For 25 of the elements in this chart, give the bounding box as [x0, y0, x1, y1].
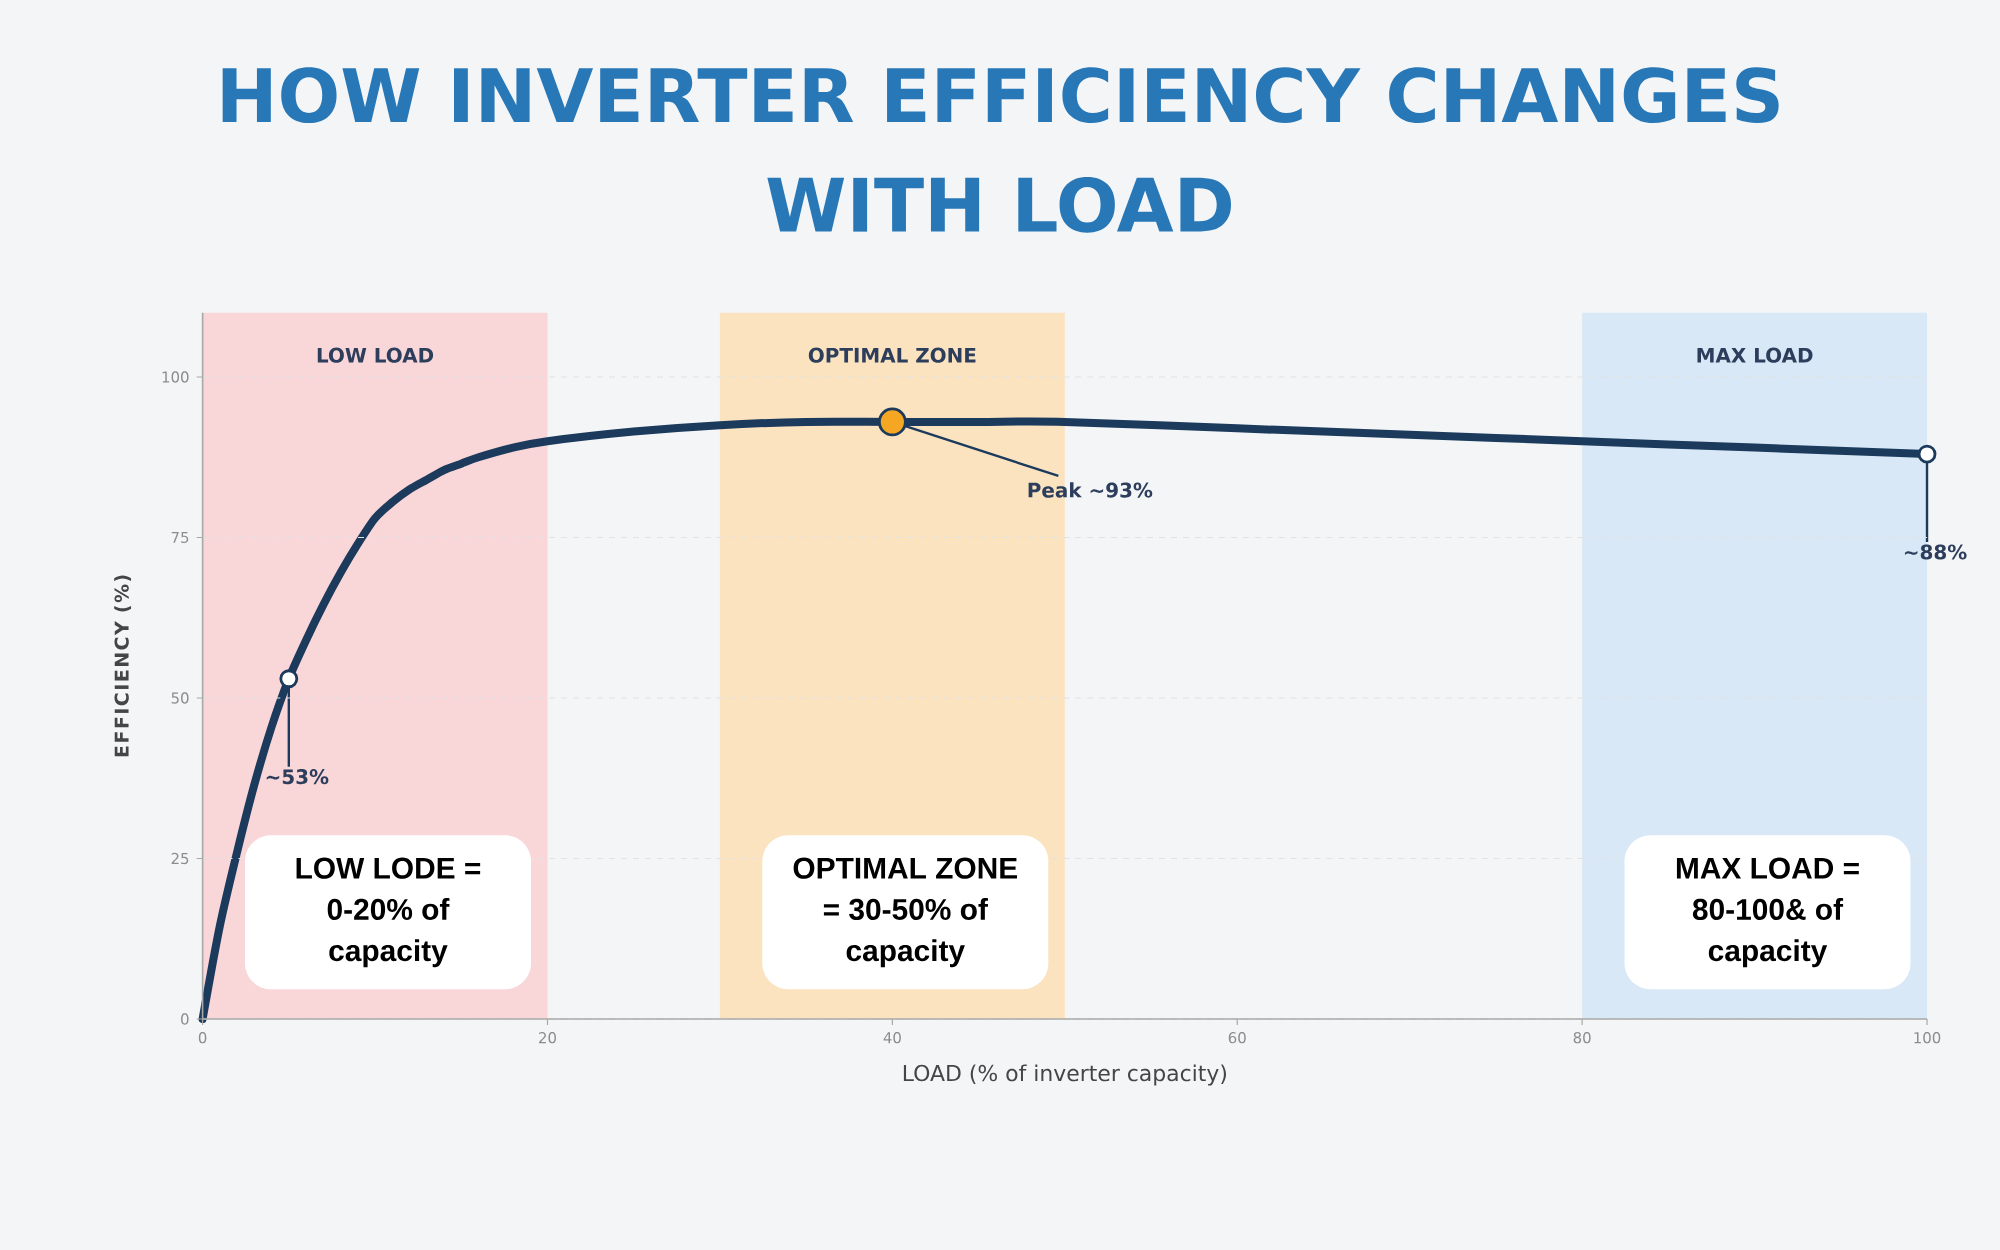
point — [279, 669, 299, 689]
point — [1917, 444, 1937, 464]
annotation: OPTIMAL ZONE = 30-50% of capacity — [793, 857, 1018, 968]
y-tick-label: 0 — [181, 1013, 189, 1025]
annotation: ~88% — [1904, 544, 1967, 560]
annotation: Peak ~93% — [1028, 482, 1153, 498]
annotation: ~53% — [266, 769, 329, 785]
annotation: MAX LOAD = 80-100& of capacity — [1676, 857, 1859, 968]
annotation: LOW LODE = 0-20% of capacity — [296, 857, 481, 968]
x-tick-label: 20 — [539, 1032, 556, 1044]
y-axis-title: EFFICIENCY (%) — [114, 575, 132, 757]
x-tick-label: 0 — [198, 1032, 207, 1044]
x-axis-title: LOAD (% of inverter capacity) — [903, 1064, 1226, 1086]
y-tick-label: 25 — [171, 852, 189, 865]
band-label: LOW LOAD — [317, 347, 434, 363]
x-tick-label: 40 — [883, 1032, 901, 1044]
y-tick-label: 75 — [171, 531, 189, 544]
band-label: MAX LOAD — [1697, 347, 1813, 363]
y-tick-label: 50 — [171, 692, 189, 704]
x-tick-label: 60 — [1228, 1032, 1246, 1044]
band-label: OPTIMAL ZONE — [808, 347, 976, 363]
y-tick-label: 100 — [162, 371, 189, 383]
x-tick-label: 80 — [1573, 1032, 1591, 1044]
chart-title: HOW INVERTER EFFICIENCY CHANGES WITH LOAD — [222, 67, 1779, 233]
x-tick-label: 100 — [1914, 1032, 1941, 1044]
